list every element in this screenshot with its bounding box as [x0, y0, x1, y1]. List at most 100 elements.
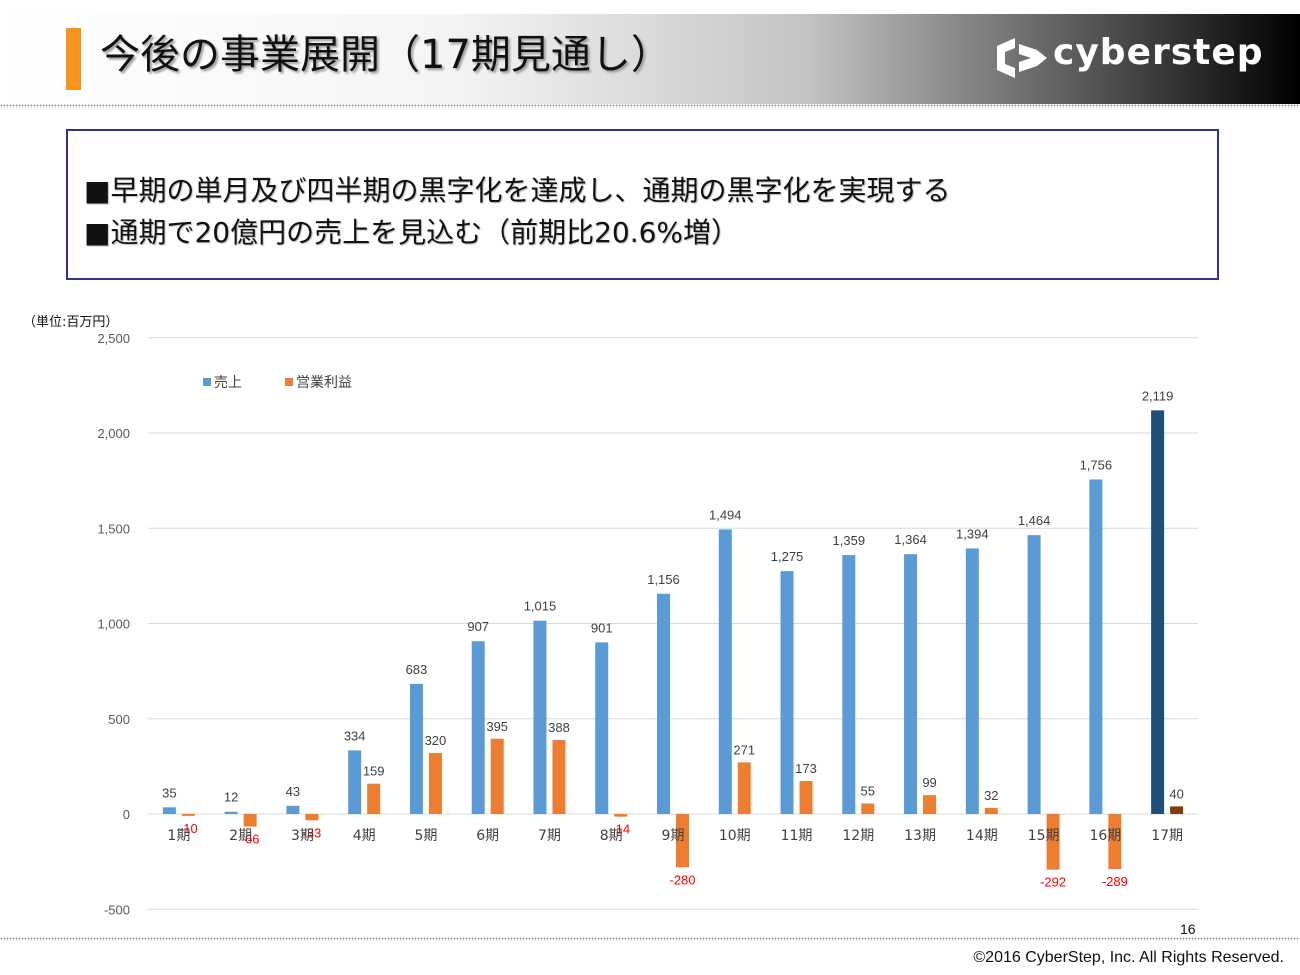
sales-data-label: 1,275	[771, 549, 804, 564]
profit-bar	[799, 781, 813, 814]
profit-bar	[552, 740, 566, 814]
legend-label: 営業利益	[296, 375, 352, 391]
sales-bar	[657, 593, 670, 814]
header-divider	[0, 104, 1300, 108]
sales-data-label: 907	[467, 619, 489, 634]
profit-bar	[181, 814, 195, 816]
sales-bar	[904, 554, 918, 814]
profit-bar	[737, 762, 751, 814]
profit-bar	[984, 807, 998, 814]
y-tick-label: 1,500	[97, 521, 130, 536]
profit-data-label: 173	[795, 761, 817, 776]
sales-data-label: 1,359	[833, 533, 866, 548]
sales-bar	[1151, 410, 1165, 814]
sales-data-label: 901	[591, 620, 613, 635]
sales-data-label: 1,756	[1080, 457, 1113, 472]
x-tick-label: 12期	[842, 828, 874, 844]
sales-bar	[780, 571, 794, 814]
x-tick-label: 1期	[167, 828, 190, 844]
profit-data-label: -292	[1040, 875, 1066, 890]
x-tick-label: 15期	[1028, 828, 1060, 844]
sales-bar	[965, 548, 979, 814]
logo-icon	[997, 38, 1047, 78]
page-number: 16	[1180, 921, 1196, 937]
sales-data-label: 1,364	[894, 532, 927, 547]
x-tick-label: 7期	[538, 828, 561, 844]
sales-data-label: 12	[224, 790, 238, 805]
profit-data-label: -66	[241, 832, 260, 847]
sales-data-label: 1,394	[956, 526, 989, 541]
profit-data-label: 388	[548, 720, 570, 735]
profit-bar	[676, 814, 689, 868]
sales-data-label: 35	[162, 785, 176, 800]
profit-data-label: -10	[179, 821, 198, 836]
profit-bar	[428, 753, 442, 814]
logo: cyberstep	[993, 30, 1278, 90]
sales-bar	[718, 529, 732, 814]
sales-data-label: 334	[344, 728, 366, 743]
profit-data-label: 159	[363, 764, 385, 779]
x-tick-label: 3期	[291, 828, 314, 844]
profit-bar	[1108, 814, 1122, 870]
profit-data-label: -280	[669, 872, 695, 887]
summary-box: ■早期の単月及び四半期の黒字化を達成し、通期の黒字化を実現する ■通期で20億円…	[66, 129, 1219, 280]
sales-bar	[1089, 479, 1103, 814]
x-tick-label: 11期	[781, 828, 813, 844]
summary-line-1: ■早期の単月及び四半期の黒字化を達成し、通期の黒字化を実現する	[84, 174, 951, 207]
profit-data-label: 320	[425, 733, 447, 748]
sales-data-label: 43	[286, 784, 300, 799]
legend-swatch	[285, 378, 293, 386]
legend-label: 売上	[214, 375, 242, 391]
x-tick-label: 4期	[353, 828, 376, 844]
profit-data-label: -289	[1102, 874, 1128, 889]
y-tick-label: 0	[123, 807, 130, 822]
copyright: ©2016 CyberStep, Inc. All Rights Reserve…	[973, 949, 1284, 966]
profit-bar	[1046, 814, 1060, 870]
profit-bar	[1170, 806, 1184, 814]
x-tick-label: 8期	[600, 828, 623, 844]
sales-data-label: 1,015	[524, 599, 557, 614]
footer-divider	[0, 937, 1300, 941]
profit-data-label: 271	[733, 742, 755, 757]
sales-data-label: 2,119	[1142, 388, 1174, 403]
x-tick-label: 10期	[719, 828, 751, 844]
sales-data-label: 1,156	[647, 572, 680, 587]
x-tick-label: 6期	[476, 828, 499, 844]
sales-bar	[1027, 535, 1041, 814]
profit-bar	[243, 814, 257, 827]
y-tick-label: 1,000	[97, 617, 130, 632]
profit-data-label: 99	[922, 775, 936, 790]
y-tick-label: 2,500	[97, 331, 130, 346]
sales-bar	[286, 805, 300, 814]
x-tick-label: 17期	[1151, 828, 1183, 844]
profit-bar	[490, 738, 504, 814]
y-tick-label: 500	[108, 712, 130, 727]
x-tick-label: 13期	[904, 828, 936, 844]
profit-bar	[367, 783, 381, 814]
legend-swatch	[203, 378, 211, 386]
profit-bar	[614, 814, 628, 817]
x-tick-label: 16期	[1089, 828, 1121, 844]
header-accent	[66, 28, 81, 90]
x-tick-label: 14期	[966, 828, 998, 844]
sales-bar	[471, 641, 485, 814]
profit-data-label: 32	[984, 788, 998, 803]
profit-bar	[923, 795, 937, 814]
page-title: 今後の事業展開（17期見通し）	[100, 32, 671, 78]
sales-bar	[409, 683, 423, 814]
profit-data-label: 40	[1169, 786, 1183, 801]
profit-data-label: -33	[303, 825, 322, 840]
sales-bar	[348, 750, 362, 814]
unit-label: （単位:百万円）	[23, 315, 119, 330]
header-bar	[0, 14, 1300, 104]
profit-bar	[861, 803, 875, 814]
sales-bar	[533, 620, 547, 814]
sales-data-label: 1,464	[1018, 513, 1051, 528]
profit-data-label: -14	[611, 822, 630, 837]
x-tick-label: 2期	[229, 828, 252, 844]
profit-data-label: 395	[486, 719, 508, 734]
logo-text: cyberstep	[1053, 32, 1264, 73]
y-tick-label: 2,000	[97, 426, 130, 441]
sales-bar	[224, 811, 238, 814]
